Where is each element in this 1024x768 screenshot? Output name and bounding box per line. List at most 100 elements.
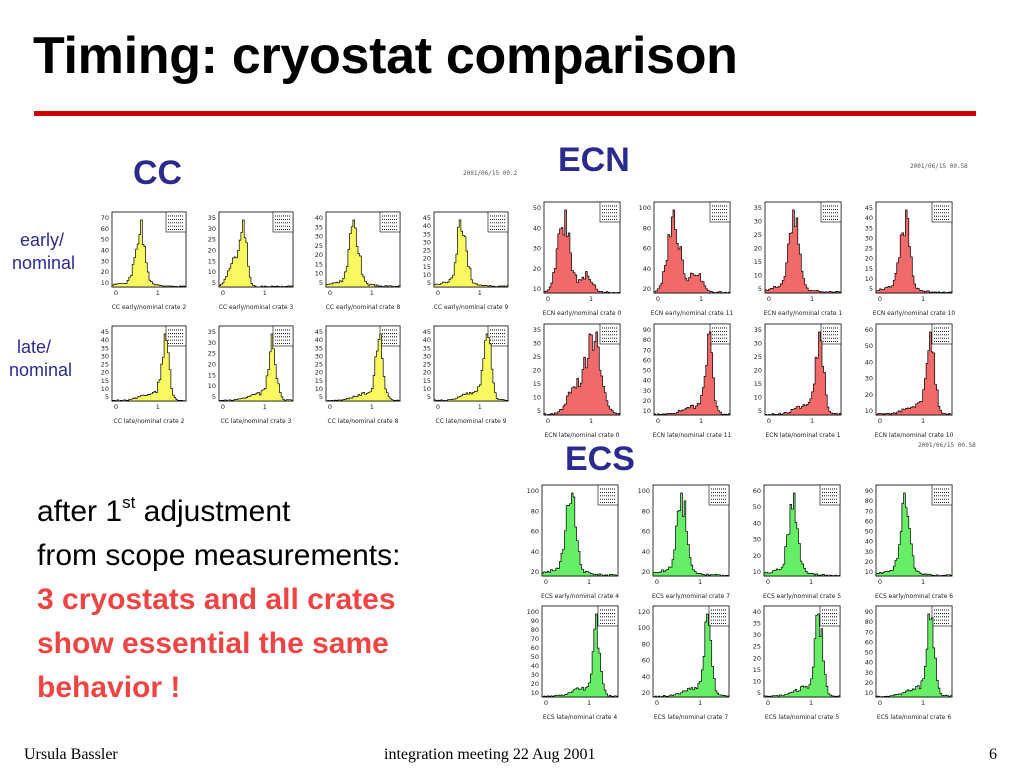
histogram-panel-ecn-3: 45 40 35 30 25 20 15 10 5 0 1 ECN early/nominal cra… (850, 200, 956, 318)
summary-line-1-sup: st (122, 493, 136, 512)
histogram-panel-cc-5: 35 30 25 20 15 10 5 0 1 CC late/nominal crate 3 (193, 324, 297, 426)
summary-line-1-post: adjustment (135, 495, 291, 528)
histogram-bins (111, 219, 187, 288)
y-tick-label: 70 (643, 346, 651, 354)
stats-box (272, 325, 294, 347)
x-tick-label: 0 (656, 295, 660, 303)
y-tick-label: 5 (427, 279, 431, 287)
x-tick-label: 1 (699, 417, 703, 425)
y-tick-label: 10 (101, 385, 109, 393)
x-tick-label: 0 (878, 578, 882, 586)
y-tick-label: 40 (315, 336, 323, 344)
y-tick-label: 35 (865, 224, 873, 232)
x-tick-label: 0 (766, 699, 770, 707)
y-tick-label: 10 (865, 689, 873, 697)
histogram-caption: ECN late/nominal crate 0 (544, 432, 619, 439)
y-tick-label: 50 (865, 649, 873, 657)
y-tick-label: 40 (865, 214, 873, 222)
y-tick-label: 20 (423, 369, 431, 377)
y-tick-label: 50 (865, 528, 873, 536)
y-tick-label: 20 (423, 255, 431, 263)
x-tick-label: 1 (263, 289, 267, 297)
histogram-caption: ECN late/nominal crate 11 (653, 432, 732, 439)
x-tick-label: 0 (546, 417, 550, 425)
y-tick-label: 45 (101, 328, 109, 336)
histogram-bins (541, 613, 619, 698)
histogram-bins (764, 331, 842, 416)
footer-event: integration meeting 22 Aug 2001 (384, 746, 596, 763)
y-tick-label: 15 (753, 666, 761, 674)
x-tick-label: 0 (767, 295, 771, 303)
y-tick-label: 10 (533, 394, 541, 402)
y-tick-label: 35 (208, 214, 216, 222)
y-tick-label: 35 (754, 326, 762, 334)
stats-box (597, 484, 619, 506)
y-tick-label: 5 (427, 393, 431, 401)
x-tick-label: 1 (589, 295, 593, 303)
y-tick-label: 30 (865, 234, 873, 242)
histogram-ecs-7: 90 80 70 60 50 40 30 20 10 0 1 ECS late/nominal cra… (865, 605, 953, 721)
footer-page-number: 6 (989, 746, 997, 763)
y-tick-label: 10 (753, 677, 761, 685)
row-label-early-line1: early/ (20, 230, 65, 250)
histogram-caption: ECS early/nominal crate 7 (652, 593, 730, 600)
x-tick-label: 0 (878, 417, 882, 425)
y-tick-label: 35 (754, 204, 762, 212)
histogram-cc-1: 35 30 25 20 15 10 50 1 CC early/nominal crate 3 (208, 211, 293, 311)
x-tick-label: 1 (587, 578, 591, 586)
histogram-caption: ECS late/nominal crate 6 (877, 714, 952, 721)
y-tick-label: 30 (315, 352, 323, 360)
histogram-panel-cc-0: 70 60 50 40 30 20 10 0 1 CC early/nominal crate 2 (86, 210, 190, 312)
y-tick-label: 35 (208, 328, 216, 336)
y-tick-label: 40 (531, 548, 539, 556)
y-tick-label: 60 (642, 657, 650, 665)
histogram-caption: ECS late/nominal crate 5 (765, 714, 840, 721)
y-tick-label: 30 (531, 671, 539, 679)
y-tick-label: 20 (642, 689, 650, 697)
histogram-panel-ecs-4: 100 90 80 70 60 50 40 30 20 10 0 1 ECS late/nominal … (516, 604, 622, 722)
y-tick-label: 60 (531, 644, 539, 652)
y-tick-label: 30 (101, 257, 109, 265)
y-tick-label: 45 (423, 214, 431, 222)
summary-highlight-3: behavior ! (37, 671, 181, 704)
y-tick-label: 20 (643, 397, 651, 405)
y-tick-label: 40 (753, 519, 761, 527)
y-tick-label: 20 (315, 369, 323, 377)
y-tick-label: 80 (865, 618, 873, 626)
stats-box (379, 325, 401, 347)
x-tick-label: 0 (655, 578, 659, 586)
y-tick-label: 20 (533, 265, 541, 273)
y-tick-label: 20 (531, 680, 539, 688)
histogram-caption: ECN early/nominal crate 1 (764, 310, 843, 317)
y-tick-label: 20 (101, 369, 109, 377)
y-tick-label: 40 (315, 214, 323, 222)
histogram-caption: ECN early/nominal crate 0 (543, 310, 622, 317)
y-tick-label: 70 (531, 635, 539, 643)
y-tick-label: 10 (531, 689, 539, 697)
histogram-bins (875, 613, 953, 698)
y-tick-label: 120 (638, 608, 650, 616)
x-tick-label: 1 (698, 578, 702, 586)
y-tick-label: 25 (208, 350, 216, 358)
histogram-bins (763, 613, 841, 698)
histogram-panel-ecn-7: 60 50 40 30 20 10 0 1 ECN late/nominal crate 10 (850, 322, 956, 440)
y-tick-label: 80 (531, 626, 539, 634)
y-tick-label: 25 (754, 231, 762, 239)
histogram-panel-cc-7: 45 40 35 30 25 20 15 10 5 0 1 CC late/nominal crate… (408, 324, 512, 426)
y-tick-label: 40 (533, 224, 541, 232)
y-tick-label: 70 (865, 628, 873, 636)
y-tick-label: 20 (754, 245, 762, 253)
histogram-caption: CC early/nominal crate 8 (326, 304, 401, 311)
y-tick-label: 5 (758, 285, 762, 293)
x-tick-label: 1 (263, 403, 267, 411)
ecn-label: ECN (558, 141, 630, 179)
x-tick-label: 0 (328, 403, 332, 411)
y-tick-label: 30 (208, 225, 216, 233)
histogram-caption: ECN late/nominal crate 1 (765, 432, 840, 439)
y-tick-label: 80 (643, 224, 651, 232)
y-tick-label: 10 (753, 568, 761, 576)
y-tick-label: 35 (101, 344, 109, 352)
histogram-panel-ecs-0: 100 80 60 40 20 0 1 ECS early/nominal crate 4 (516, 483, 622, 601)
